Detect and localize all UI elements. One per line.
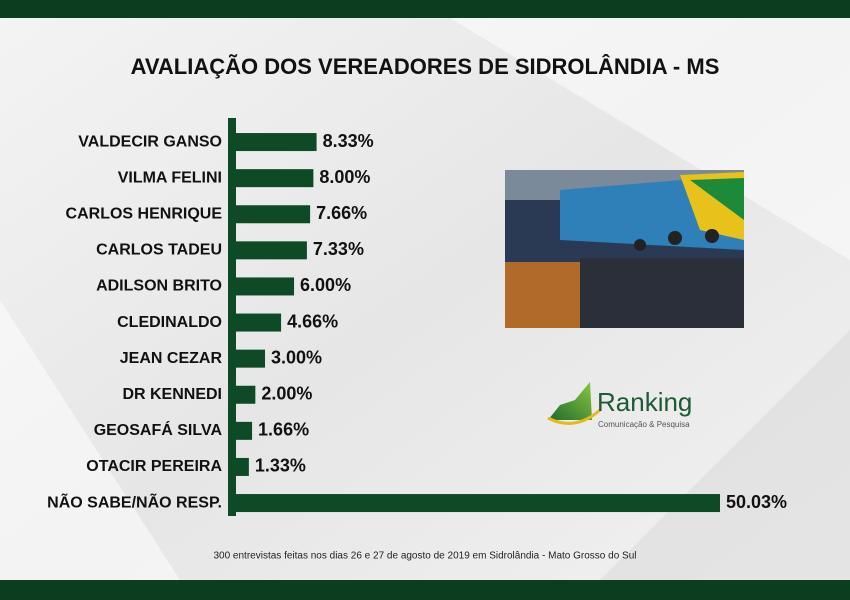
bar — [236, 133, 317, 152]
bar — [236, 205, 311, 224]
logo — [547, 382, 601, 425]
category-label: GEOSAFÁ SILVA — [94, 420, 223, 439]
value-label: 4.66% — [287, 311, 338, 331]
bar — [236, 385, 256, 404]
bar — [236, 169, 314, 188]
bg-shape — [0, 300, 180, 580]
value-label: 8.00% — [319, 167, 370, 187]
value-label: 2.00% — [261, 384, 312, 404]
bottom-band — [0, 580, 850, 600]
logo-tagline: Comunicação & Pesquisa — [598, 420, 690, 429]
bar — [236, 457, 249, 476]
bg-shape — [600, 330, 850, 580]
value-label: 1.33% — [255, 456, 306, 476]
bar — [236, 241, 307, 260]
bar — [236, 349, 266, 368]
value-label: 6.00% — [300, 275, 351, 295]
value-label: 7.33% — [313, 239, 364, 259]
photo — [505, 170, 744, 328]
category-label: CARLOS TADEU — [96, 242, 222, 259]
category-label: VALDECIR GANSO — [78, 133, 222, 150]
bg-shape — [450, 18, 850, 260]
category-label: ADILSON BRITO — [96, 278, 222, 295]
top-band — [0, 0, 850, 18]
bar — [236, 494, 720, 513]
bar — [236, 421, 253, 440]
value-label: 8.33% — [323, 131, 374, 151]
category-label: CARLOS HENRIQUE — [66, 205, 223, 222]
bar — [236, 313, 282, 332]
category-label: OTACIR PEREIRA — [86, 458, 222, 475]
value-label: 3.00% — [271, 347, 322, 367]
category-label: VILMA FELINI — [118, 169, 222, 186]
category-label: NÃO SABE/NÃO RESP. — [47, 491, 222, 511]
value-label: 7.66% — [316, 203, 367, 223]
footnote: 300 entrevistas feitas nos dias 26 e 27 … — [213, 551, 636, 562]
logo-name: Ranking — [597, 387, 692, 417]
category-label: CLEDINALDO — [117, 314, 222, 331]
category-label: JEAN CEZAR — [120, 350, 223, 367]
bar — [236, 277, 295, 296]
value-label: 50.03% — [726, 492, 787, 512]
value-label: 1.66% — [258, 420, 309, 440]
chart-title: AVALIAÇÃO DOS VEREADORES DE SIDROLÂNDIA … — [131, 54, 720, 79]
category-label: DR KENNEDI — [122, 386, 222, 403]
axis-line — [228, 118, 236, 516]
